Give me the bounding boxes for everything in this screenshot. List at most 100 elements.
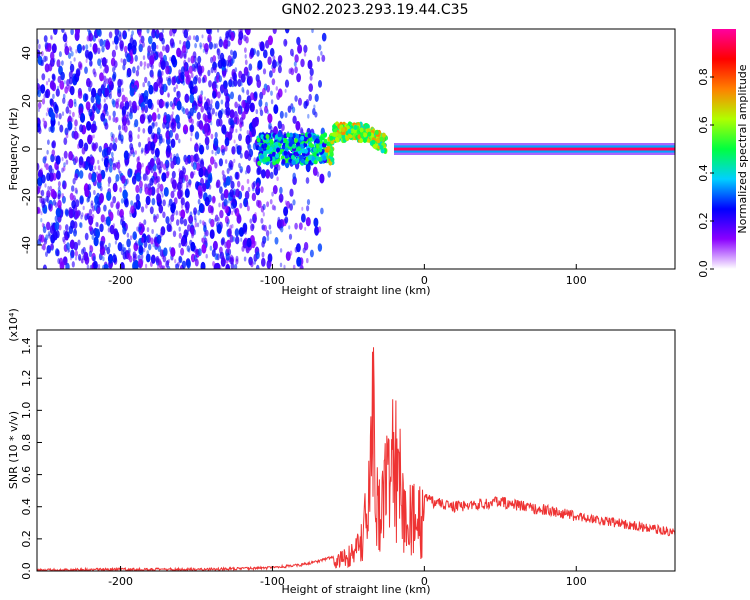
spectrogram-cell bbox=[139, 60, 143, 67]
spectrogram-cell bbox=[210, 156, 215, 165]
spectrogram-cell bbox=[46, 245, 52, 254]
spectrogram-cell bbox=[135, 184, 140, 194]
spectrogram-cell bbox=[268, 224, 272, 230]
spectrogram-cell bbox=[40, 190, 43, 195]
spectrogram-cell bbox=[38, 234, 43, 242]
spectrogram-cell bbox=[140, 206, 145, 213]
spectrogram-cell bbox=[151, 132, 155, 140]
spectrogram-cell bbox=[143, 240, 148, 248]
spectrogram-cell bbox=[157, 69, 162, 77]
spectrogram-cell bbox=[158, 260, 163, 268]
spectrogram-cell bbox=[201, 76, 205, 84]
spectrogram-cell bbox=[73, 57, 76, 62]
spectrogram-cell bbox=[289, 188, 294, 197]
spectrogram-cell bbox=[90, 134, 94, 141]
spectrogram-cell bbox=[97, 58, 102, 66]
spectrogram-cell bbox=[49, 98, 53, 104]
spectrogram-cell bbox=[145, 203, 148, 209]
x-tick-label: 100 bbox=[566, 274, 587, 287]
spectrogram-cell bbox=[249, 49, 255, 58]
spectrogram-cell bbox=[156, 234, 162, 244]
spectrogram-cell bbox=[363, 132, 368, 138]
spectrogram-cell bbox=[246, 178, 250, 184]
spectrogram-cell bbox=[56, 173, 59, 178]
spectrogram-cell bbox=[235, 188, 240, 198]
spectrogram-cell bbox=[372, 144, 377, 149]
spectrogram-cell bbox=[126, 72, 129, 78]
spectrogram-cell bbox=[112, 66, 115, 73]
spectrogram-cell bbox=[135, 69, 140, 77]
spectrogram-cell bbox=[249, 218, 253, 224]
spectrogram-cell bbox=[296, 146, 301, 152]
spectrogram-cell bbox=[246, 130, 249, 135]
spectrogram-cell bbox=[187, 57, 191, 63]
spectrogram-cell bbox=[108, 242, 111, 248]
spectrogram-cell bbox=[218, 118, 223, 127]
spectrogram-cell bbox=[75, 29, 80, 36]
spectrogram-cell bbox=[52, 93, 55, 99]
spectrogram-cell bbox=[68, 208, 74, 219]
spectrogram-cell bbox=[274, 237, 279, 245]
spectrogram-cell bbox=[259, 91, 264, 100]
spectrogram-cell bbox=[44, 183, 47, 188]
spectrogram-cell bbox=[381, 132, 386, 138]
y-tick-label: 1.0 bbox=[20, 402, 33, 420]
spectrogram-cell bbox=[161, 83, 165, 90]
spectrogram-cell bbox=[284, 112, 288, 118]
spectrogram-cell bbox=[138, 30, 142, 37]
spectrogram-cell bbox=[288, 68, 292, 75]
y-tick-label: 0.8 bbox=[20, 434, 33, 452]
spectrogram-cell bbox=[261, 224, 264, 230]
spectrogram-cell bbox=[248, 136, 253, 143]
spectrogram-cell bbox=[306, 258, 309, 264]
spectrogram-cell bbox=[278, 60, 282, 67]
spectrogram-cell bbox=[241, 99, 246, 109]
spectrogram-cell bbox=[238, 29, 241, 33]
spectrogram-cell bbox=[138, 180, 143, 189]
spectrogram-cell bbox=[110, 151, 114, 158]
spectrogram-cell bbox=[120, 215, 125, 223]
spectrogram-cell bbox=[136, 156, 140, 164]
spectrogram-cell bbox=[50, 51, 55, 61]
spectrogram-cell bbox=[248, 102, 253, 109]
spectrogram-cell bbox=[242, 224, 248, 233]
spectrogram-cell bbox=[171, 179, 177, 190]
spectrogram-cell bbox=[244, 54, 247, 59]
spectrogram-cell bbox=[178, 242, 182, 248]
spectrogram-cell bbox=[220, 99, 224, 105]
spectrogram-cell bbox=[256, 199, 260, 207]
spectrogram-cell bbox=[258, 41, 261, 47]
spectrogram-cell bbox=[275, 86, 278, 91]
spectrogram-cell bbox=[182, 177, 185, 184]
spectrogram-cell bbox=[212, 240, 218, 251]
spectrogram-cell bbox=[89, 224, 93, 232]
spectrogram-cell bbox=[51, 43, 57, 54]
spectrogram-cell bbox=[129, 212, 132, 218]
spectrogram-cell bbox=[270, 90, 273, 96]
spectrogram-cell bbox=[99, 223, 104, 233]
spectrogram-cell bbox=[168, 129, 173, 138]
spectrogram-cell bbox=[318, 80, 322, 88]
spectrogram-cell bbox=[41, 245, 44, 250]
spectrogram-cell bbox=[97, 159, 100, 165]
spectrogram-cell bbox=[84, 215, 88, 221]
spectrogram-cell bbox=[246, 89, 250, 96]
spectrogram-cell bbox=[191, 88, 195, 94]
spectrogram-cell bbox=[201, 34, 204, 39]
spectrogram-cell bbox=[119, 187, 122, 193]
spectrogram-cell bbox=[123, 150, 129, 160]
spectrogram-cell bbox=[73, 101, 77, 108]
spectrogram-cell bbox=[220, 193, 225, 201]
spectrogram-cell bbox=[231, 256, 235, 263]
y-tick-label: -20 bbox=[20, 188, 33, 206]
spectrogram-cell bbox=[145, 195, 151, 206]
spectrogram-cell bbox=[229, 234, 234, 243]
spectrogram-cell bbox=[134, 54, 138, 62]
spectrogram-cell bbox=[40, 50, 44, 57]
spectrogram-cell bbox=[178, 232, 182, 239]
spectrogram-cell bbox=[55, 112, 59, 119]
spectrogram-cell bbox=[188, 35, 192, 41]
spectrogram-cell bbox=[153, 215, 158, 223]
spectrogram-cell bbox=[166, 151, 170, 159]
spectrogram-cell bbox=[65, 106, 70, 114]
